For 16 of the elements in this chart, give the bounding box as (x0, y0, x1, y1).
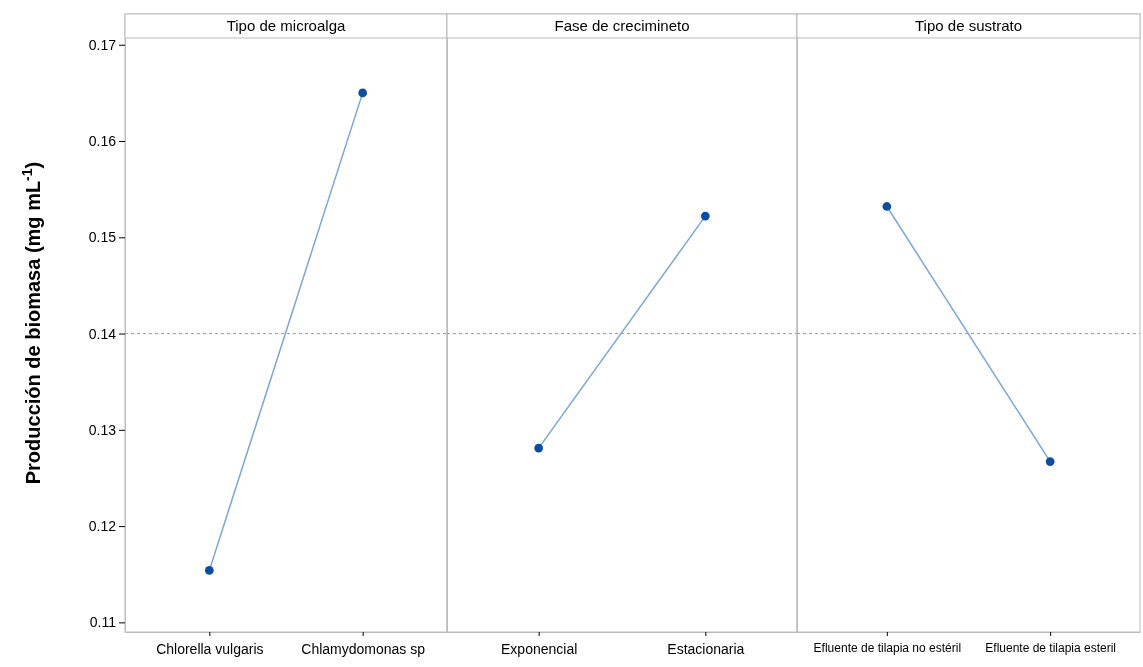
y-tick-label: 0.13 (88, 421, 117, 438)
chart-title: Fase de crecimineto (554, 17, 690, 34)
x-tick-label: Chlamydomonas sp (301, 641, 426, 658)
x-tick-label: Estacionaria (667, 641, 745, 658)
y-tick-label: 0.14 (88, 325, 117, 342)
chart-title: Tipo de microalga (226, 17, 346, 34)
y-tick-label: 0.15 (88, 229, 117, 246)
x-tick-label: Chlorella vulgaris (156, 641, 264, 658)
x-tick-label: Efluente de tilapia no estéril (813, 641, 962, 656)
y-tick-label: 0.17 (88, 36, 117, 53)
x-tick-label: Efluente de tilapia esteril (985, 641, 1117, 656)
y-tick-label: 0.11 (89, 614, 117, 631)
x-tick-label: Exponencial (501, 641, 578, 658)
chart-title: Tipo de sustrato (915, 17, 1022, 34)
y-tick-label: 0.16 (88, 132, 117, 149)
y-tick-label: 0.12 (88, 518, 117, 535)
